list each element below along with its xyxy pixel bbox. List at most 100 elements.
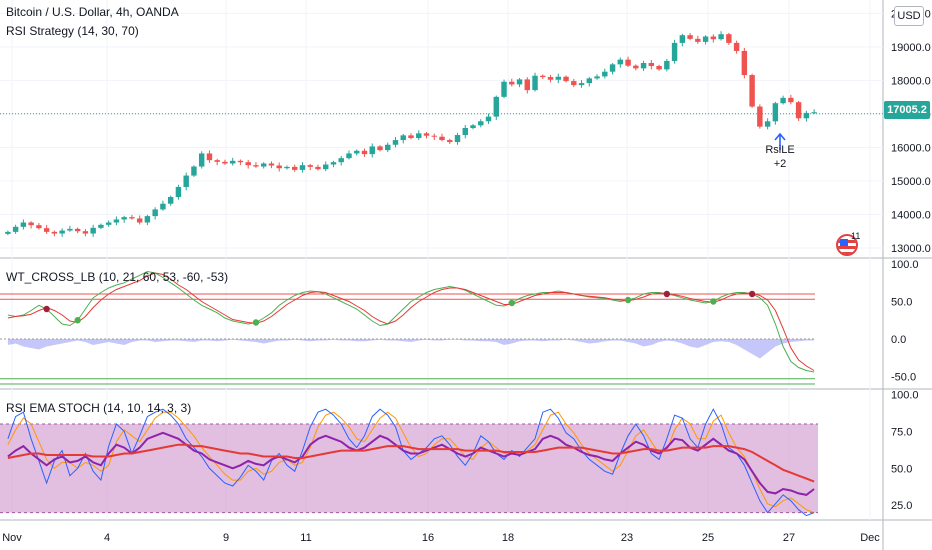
- candle-body: [299, 165, 306, 170]
- rsi-stoch-pane[interactable]: [0, 408, 818, 517]
- rsi-line: [7, 431, 815, 496]
- wt-cross-legend[interactable]: WT_CROSS_LB (10, 21, 60, 53, -60, -53): [6, 270, 229, 284]
- price-pane[interactable]: [0, 31, 883, 237]
- time-tick-label: 18: [502, 532, 514, 544]
- wt-cross-dot: [663, 290, 671, 298]
- time-tick-label: Nov: [2, 532, 22, 544]
- candle-body: [733, 42, 740, 51]
- wt-histogram-area: [7, 339, 815, 359]
- rsi-stoch-legend[interactable]: RSI EMA STOCH (14, 10, 14, 3, 3): [6, 401, 192, 415]
- candle-body: [129, 217, 135, 219]
- wt-cross-dot: [624, 296, 632, 304]
- wt-cross-dot: [508, 299, 515, 307]
- candle-body: [563, 76, 569, 82]
- candle-body: [664, 60, 670, 70]
- candle-body: [98, 224, 104, 228]
- candle-body: [346, 153, 352, 159]
- candle-body: [315, 166, 321, 170]
- candle-body: [268, 163, 275, 166]
- candle-body: [454, 135, 461, 143]
- candle-body: [198, 153, 205, 167]
- candle-body: [470, 125, 476, 128]
- candle-body: [555, 76, 562, 80]
- candle-body: [51, 231, 58, 234]
- candle-body: [695, 38, 701, 42]
- candle-body: [284, 166, 290, 169]
- candle-body: [780, 97, 786, 104]
- wt1-line: [7, 270, 815, 373]
- candle-body: [105, 222, 112, 225]
- wt-cross-dot: [748, 290, 756, 298]
- candle-body: [493, 96, 499, 117]
- wt2-line: [7, 272, 815, 371]
- candle-body: [726, 34, 732, 43]
- candle-body: [214, 160, 220, 162]
- wt-tick-label: -50.0: [891, 372, 916, 384]
- candle-body: [191, 166, 197, 176]
- wt-cross-pane[interactable]: [0, 270, 815, 385]
- candle-body: [74, 228, 81, 232]
- wt-tick-label: 100.0: [891, 259, 919, 271]
- candle-body: [400, 135, 406, 141]
- candle-body: [586, 78, 593, 84]
- candle-body: [152, 209, 158, 217]
- candle-body: [648, 62, 655, 67]
- candle-body: [392, 140, 399, 145]
- strategy-legend[interactable]: RSI Strategy (14, 30, 70): [6, 24, 139, 38]
- candle-body: [229, 160, 236, 164]
- candle-body: [369, 146, 375, 155]
- overbought-oversold-band: [0, 423, 818, 513]
- candle-body: [183, 175, 189, 187]
- candle-body: [764, 121, 771, 127]
- candle-body: [524, 79, 530, 91]
- stoch-k-line: [7, 408, 815, 517]
- candle-body: [788, 97, 794, 103]
- candle-body: [617, 59, 624, 65]
- candle-body: [540, 75, 546, 78]
- candle-body: [702, 36, 709, 42]
- candle-body: [206, 153, 213, 161]
- candle-body: [423, 133, 430, 136]
- candle-body: [516, 79, 523, 85]
- candle-body: [687, 35, 693, 39]
- symbol-legend[interactable]: Bitcoin / U.S. Dollar, 4h, OANDA: [6, 5, 179, 19]
- candle-body: [237, 160, 244, 163]
- time-tick-label: 16: [422, 532, 434, 544]
- price-axis[interactable]: 13000.014000.015000.016000.017000.018000…: [891, 8, 931, 512]
- wt-cross-dot: [43, 305, 50, 313]
- time-tick-label: 11: [300, 532, 311, 544]
- candle-body: [485, 116, 492, 122]
- stoch-tick-label: 75.0: [891, 426, 912, 438]
- candle-body: [509, 81, 515, 85]
- candle-body: [160, 203, 166, 210]
- candle-body: [260, 163, 267, 167]
- candle-body: [144, 216, 151, 223]
- candle-body: [113, 219, 120, 223]
- candle-body: [679, 35, 686, 43]
- us-flag-icon[interactable]: [836, 234, 858, 256]
- candle-body: [656, 66, 662, 70]
- wt-tick-label: 0.0: [891, 334, 906, 346]
- candle-body: [671, 42, 678, 61]
- candle-body: [121, 217, 127, 220]
- price-tick-label: 18000.0: [891, 75, 931, 87]
- currency-button[interactable]: USD: [894, 6, 924, 26]
- wt-cross-dot: [74, 317, 81, 324]
- last-price-label: 17005.2: [884, 101, 930, 119]
- candle-body: [710, 36, 717, 40]
- candle-body: [741, 50, 748, 76]
- candle-body: [439, 136, 445, 141]
- candle-body: [36, 225, 42, 229]
- candle-body: [718, 34, 724, 40]
- candle-body: [338, 158, 344, 163]
- candle-body: [478, 121, 484, 126]
- time-tick-label: 23: [621, 532, 633, 544]
- price-tick-label: 19000.0: [891, 42, 931, 54]
- candle-body: [633, 65, 639, 69]
- time-axis[interactable]: Nov 4 9 11 16 18 23 25 27 Dec: [2, 532, 880, 544]
- candle-body: [28, 222, 34, 226]
- candle-body: [772, 103, 779, 122]
- price-tick-label: 14000.0: [891, 209, 931, 221]
